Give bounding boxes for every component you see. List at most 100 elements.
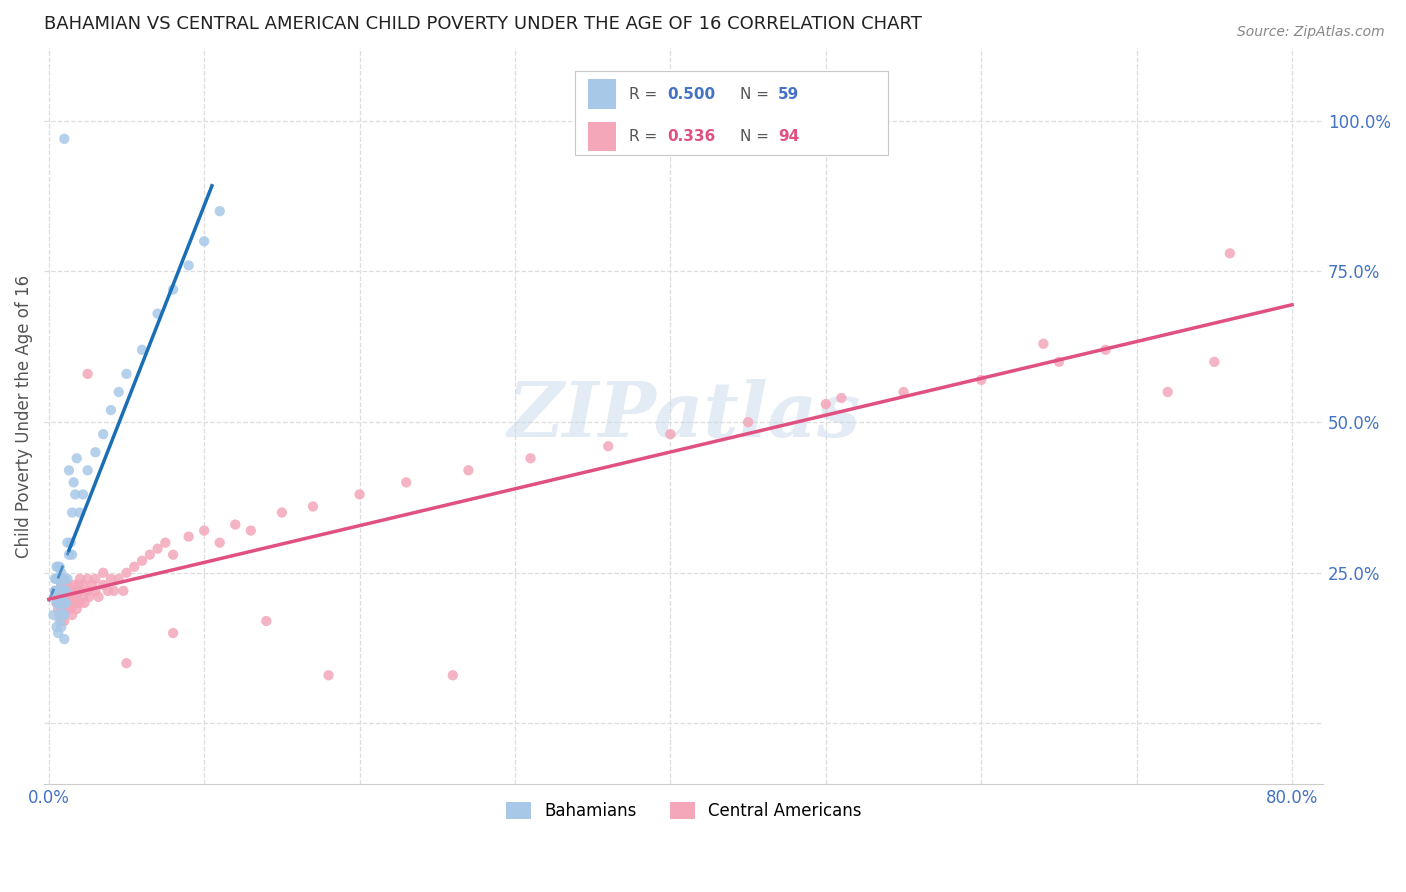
Point bbox=[58, 463, 80, 477]
Point bbox=[162, 626, 184, 640]
Point bbox=[48, 572, 70, 586]
Point bbox=[51, 614, 73, 628]
Point bbox=[51, 578, 73, 592]
Point bbox=[55, 583, 77, 598]
Point bbox=[58, 548, 80, 562]
Point bbox=[53, 583, 76, 598]
Point bbox=[893, 384, 915, 399]
Point bbox=[69, 583, 91, 598]
Text: ZIPatlas: ZIPatlas bbox=[508, 379, 860, 453]
Point bbox=[193, 235, 215, 249]
Point bbox=[46, 602, 69, 616]
Point bbox=[76, 583, 98, 598]
Point bbox=[112, 583, 135, 598]
Text: Source: ZipAtlas.com: Source: ZipAtlas.com bbox=[1237, 25, 1385, 39]
Point bbox=[63, 596, 86, 610]
Point bbox=[162, 548, 184, 562]
Point bbox=[48, 614, 70, 628]
Point bbox=[44, 583, 66, 598]
Point bbox=[51, 590, 73, 604]
Point bbox=[53, 607, 76, 622]
Point bbox=[45, 583, 67, 598]
Point bbox=[56, 578, 79, 592]
Point bbox=[53, 132, 76, 146]
Point bbox=[970, 373, 993, 387]
Point bbox=[62, 590, 84, 604]
Point bbox=[659, 427, 682, 442]
Point bbox=[63, 583, 86, 598]
Point bbox=[46, 590, 69, 604]
Point bbox=[131, 343, 153, 357]
Text: BAHAMIAN VS CENTRAL AMERICAN CHILD POVERTY UNDER THE AGE OF 16 CORRELATION CHART: BAHAMIAN VS CENTRAL AMERICAN CHILD POVER… bbox=[44, 15, 922, 33]
Point bbox=[56, 572, 79, 586]
Point bbox=[53, 578, 76, 592]
Point bbox=[56, 535, 79, 549]
Point bbox=[302, 500, 325, 514]
Point bbox=[100, 572, 122, 586]
Point bbox=[441, 668, 464, 682]
Point bbox=[53, 590, 76, 604]
Point bbox=[55, 596, 77, 610]
Point bbox=[55, 583, 77, 598]
Text: R =: R = bbox=[628, 87, 662, 102]
Point bbox=[66, 590, 89, 604]
Point bbox=[44, 583, 66, 598]
Point bbox=[48, 583, 70, 598]
Point bbox=[46, 626, 69, 640]
Point bbox=[76, 463, 98, 477]
Point bbox=[115, 566, 138, 580]
Legend: Bahamians, Central Americans: Bahamians, Central Americans bbox=[499, 796, 869, 827]
Point bbox=[52, 596, 75, 610]
Point bbox=[53, 614, 76, 628]
Point bbox=[52, 607, 75, 622]
Point bbox=[46, 596, 69, 610]
Point bbox=[69, 596, 91, 610]
Point bbox=[51, 590, 73, 604]
Point bbox=[737, 415, 759, 429]
Point bbox=[60, 548, 83, 562]
Point bbox=[1047, 355, 1070, 369]
Point bbox=[58, 583, 80, 598]
Point bbox=[87, 590, 110, 604]
Point bbox=[84, 445, 107, 459]
Point bbox=[139, 548, 162, 562]
Point bbox=[84, 572, 107, 586]
Point bbox=[208, 535, 231, 549]
Bar bbox=[588, 121, 616, 151]
Point bbox=[55, 596, 77, 610]
Point bbox=[58, 596, 80, 610]
Point bbox=[45, 559, 67, 574]
Point bbox=[519, 451, 541, 466]
Text: 0.336: 0.336 bbox=[666, 129, 716, 144]
Text: 94: 94 bbox=[779, 129, 800, 144]
Point bbox=[45, 620, 67, 634]
Point bbox=[51, 578, 73, 592]
Point bbox=[53, 632, 76, 646]
Point bbox=[63, 487, 86, 501]
Text: 0.500: 0.500 bbox=[666, 87, 716, 102]
Bar bbox=[588, 79, 616, 109]
Point bbox=[1032, 336, 1054, 351]
Point bbox=[60, 506, 83, 520]
Point bbox=[107, 572, 129, 586]
Point bbox=[457, 463, 479, 477]
Point bbox=[1204, 355, 1226, 369]
Point bbox=[72, 487, 94, 501]
Point bbox=[42, 607, 65, 622]
Point bbox=[45, 596, 67, 610]
Point bbox=[51, 620, 73, 634]
Point bbox=[59, 602, 82, 616]
Point bbox=[48, 596, 70, 610]
Point bbox=[51, 602, 73, 616]
Point bbox=[66, 451, 89, 466]
Text: N =: N = bbox=[740, 129, 773, 144]
Text: N =: N = bbox=[740, 87, 773, 102]
Point bbox=[208, 204, 231, 219]
Point bbox=[53, 596, 76, 610]
Point bbox=[73, 596, 96, 610]
Point bbox=[48, 607, 70, 622]
Point bbox=[193, 524, 215, 538]
Text: R =: R = bbox=[628, 129, 662, 144]
Point bbox=[52, 607, 75, 622]
Point bbox=[72, 578, 94, 592]
